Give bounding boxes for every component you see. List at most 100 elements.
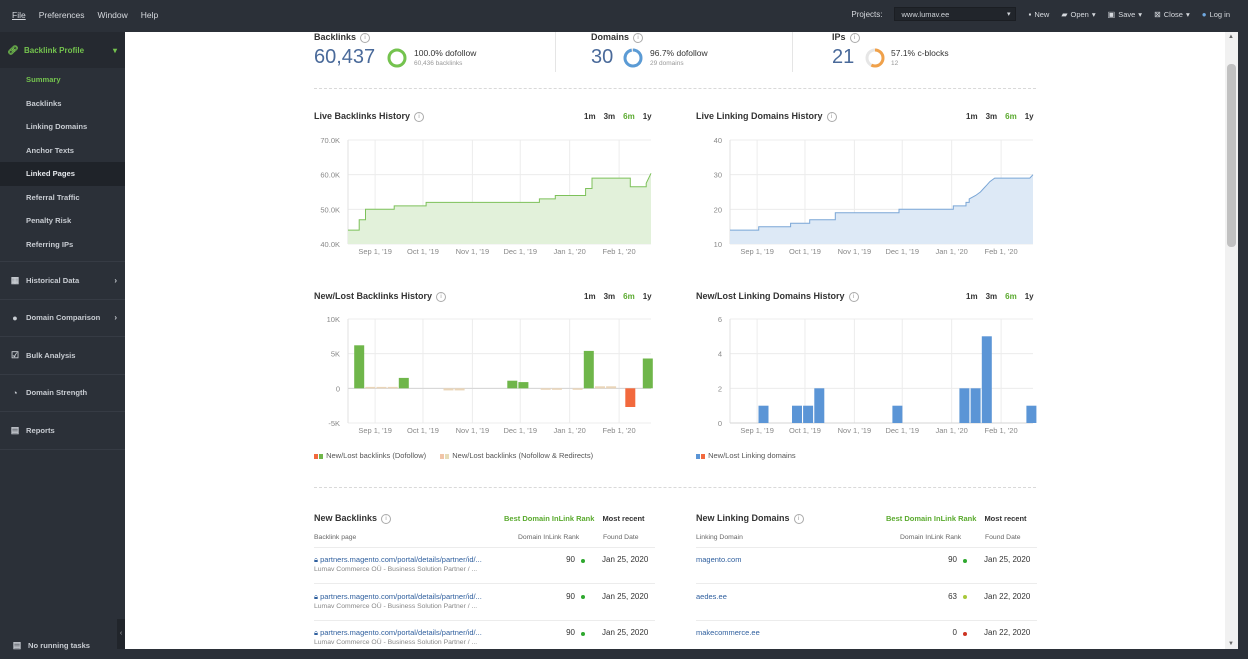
period-3m[interactable]: 3m (603, 112, 616, 121)
bar[interactable] (892, 405, 903, 423)
bar[interactable] (454, 388, 465, 391)
collapse-sidebar-button[interactable]: ‹ (117, 619, 125, 649)
menu-file[interactable]: File (12, 10, 26, 20)
backlink-page-link[interactable]: 🔒︎ partners.magento.com/portal/details/p… (314, 591, 482, 601)
period-1y[interactable]: 1y (642, 112, 652, 121)
col-found-date[interactable]: Found Date (603, 534, 639, 541)
col-linking-domain[interactable]: Linking Domain (696, 534, 743, 541)
sidebar-item-linked-pages[interactable]: Linked Pages (0, 162, 125, 186)
open-button[interactable]: ▰ Open ▾ (1061, 10, 1095, 19)
save-button[interactable]: ▣ Save ▾ (1108, 10, 1142, 19)
sidebar-item-referral-traffic[interactable]: Referral Traffic (26, 192, 80, 202)
close-button[interactable]: ⊠ Close ▾ (1154, 10, 1190, 19)
backlink-page-link[interactable]: 🔒︎ partners.magento.com/portal/details/p… (314, 555, 482, 564)
bar[interactable] (376, 386, 387, 389)
sort-by-rank[interactable]: Best Domain InLink Rank (886, 514, 977, 523)
col-domain-rank[interactable]: Domain InLink Rank (518, 534, 580, 541)
period-1y[interactable]: 1y (1024, 112, 1034, 121)
info-icon[interactable]: i (633, 32, 644, 43)
scrollbar-thumb[interactable] (1227, 64, 1236, 247)
bar[interactable] (507, 380, 518, 389)
legend-item[interactable]: New/Lost backlinks (Dofollow) (314, 451, 426, 460)
sidebar-section-backlink-profile[interactable]: 🔗︎ Backlink Profile ▾ (0, 32, 125, 68)
menu-help[interactable]: Help (140, 10, 159, 20)
period-3m[interactable]: 3m (985, 112, 998, 121)
info-icon[interactable]: i (360, 32, 371, 43)
sidebar-item-anchor-texts[interactable]: Anchor Texts (26, 145, 74, 155)
period-6m[interactable]: 6m (1005, 112, 1017, 121)
bar[interactable] (803, 405, 814, 423)
period-6m[interactable]: 6m (1005, 292, 1017, 301)
info-icon[interactable]: i (436, 291, 447, 302)
legend-item[interactable]: New/Lost backlinks (Nofollow & Redirects… (440, 451, 593, 460)
linking-domain-link[interactable]: makecommerce.ee (696, 628, 760, 637)
sidebar-section-bulk-analysis[interactable]: ☑ Bulk Analysis (0, 336, 125, 374)
info-icon[interactable]: i (793, 513, 804, 524)
period-1m[interactable]: 1m (966, 112, 978, 121)
bar[interactable] (970, 388, 981, 423)
info-icon[interactable]: i (848, 291, 859, 302)
period-1m[interactable]: 1m (966, 292, 978, 301)
bar[interactable] (959, 388, 970, 423)
period-1y[interactable]: 1y (642, 292, 652, 301)
sidebar-item-backlinks[interactable]: Backlinks (26, 98, 62, 108)
project-select[interactable]: www.lumav.ee ▾ (894, 7, 1017, 21)
period-1m[interactable]: 1m (584, 112, 596, 121)
bar[interactable] (551, 388, 562, 390)
sidebar-section-domain-strength[interactable]: ◔ Domain Strength (0, 373, 125, 412)
sidebar-section-domain-comparison[interactable]: ● Domain Comparison › (0, 298, 125, 337)
bar[interactable] (518, 382, 529, 389)
new-button[interactable]: ▪ New (1028, 10, 1049, 19)
bar[interactable] (758, 405, 769, 423)
bar[interactable] (583, 350, 594, 389)
linking-domain-link[interactable]: aedes.ee (696, 591, 727, 601)
scroll-up-icon[interactable]: ▲ (1228, 34, 1234, 40)
bar[interactable] (1026, 405, 1037, 423)
col-domain-rank[interactable]: Domain InLink Rank (900, 534, 962, 541)
bar[interactable] (398, 377, 409, 389)
bar[interactable] (365, 386, 376, 389)
bar[interactable] (792, 405, 802, 423)
info-icon[interactable]: i (826, 111, 837, 122)
sort-by-recent[interactable]: Most recent (602, 514, 645, 523)
sidebar-section-reports[interactable]: ▤ Reports (0, 411, 125, 450)
sidebar-item-penalty-risk[interactable]: Penalty Risk (26, 216, 72, 225)
linking-domain-link[interactable]: magento.com (696, 555, 742, 564)
col-found-date[interactable]: Found Date (985, 534, 1021, 541)
backlink-page-link[interactable]: 🔒︎ partners.magento.com/portal/details/p… (314, 628, 482, 637)
menu-window[interactable]: Window (97, 10, 128, 20)
col-backlink-page[interactable]: Backlink page (314, 534, 357, 541)
info-icon[interactable]: i (381, 513, 392, 524)
bar[interactable] (595, 386, 605, 389)
period-3m[interactable]: 3m (603, 292, 616, 301)
bar[interactable] (625, 388, 636, 407)
bar[interactable] (443, 388, 454, 391)
bar[interactable] (354, 345, 365, 389)
period-1y[interactable]: 1y (1024, 292, 1034, 301)
tasks-status[interactable]: ▤ No running tasks (0, 631, 125, 659)
sidebar-item-summary[interactable]: Summary (26, 75, 61, 84)
period-1m[interactable]: 1m (584, 292, 596, 301)
bar[interactable] (642, 358, 653, 389)
period-3m[interactable]: 3m (985, 292, 998, 301)
login-button[interactable]: ● Log in (1202, 10, 1230, 19)
menu-preferences[interactable]: Preferences (38, 10, 85, 20)
vertical-scrollbar[interactable]: ▲ ▼ (1225, 32, 1238, 649)
bar[interactable] (572, 388, 583, 390)
sidebar-item-referring-ips[interactable]: Referring IPs (26, 239, 74, 249)
sidebar-item-linking-domains[interactable]: Linking Domains (26, 122, 88, 131)
sort-by-recent[interactable]: Most recent (984, 514, 1027, 523)
bar[interactable] (981, 336, 992, 423)
sidebar-section-historical-data[interactable]: ▦ Historical Data › (0, 261, 125, 299)
info-icon[interactable]: i (849, 32, 860, 43)
info-icon[interactable]: i (414, 111, 425, 122)
period-6m[interactable]: 6m (623, 112, 635, 121)
sort-by-rank[interactable]: Best Domain InLink Rank (504, 514, 595, 523)
legend-item[interactable]: New/Lost Linking domains (696, 451, 796, 460)
bar[interactable] (387, 386, 398, 389)
bar[interactable] (814, 388, 825, 423)
period-6m[interactable]: 6m (623, 292, 635, 301)
scroll-down-icon[interactable]: ▼ (1228, 641, 1234, 647)
bar[interactable] (540, 388, 551, 390)
bar[interactable] (606, 386, 617, 389)
